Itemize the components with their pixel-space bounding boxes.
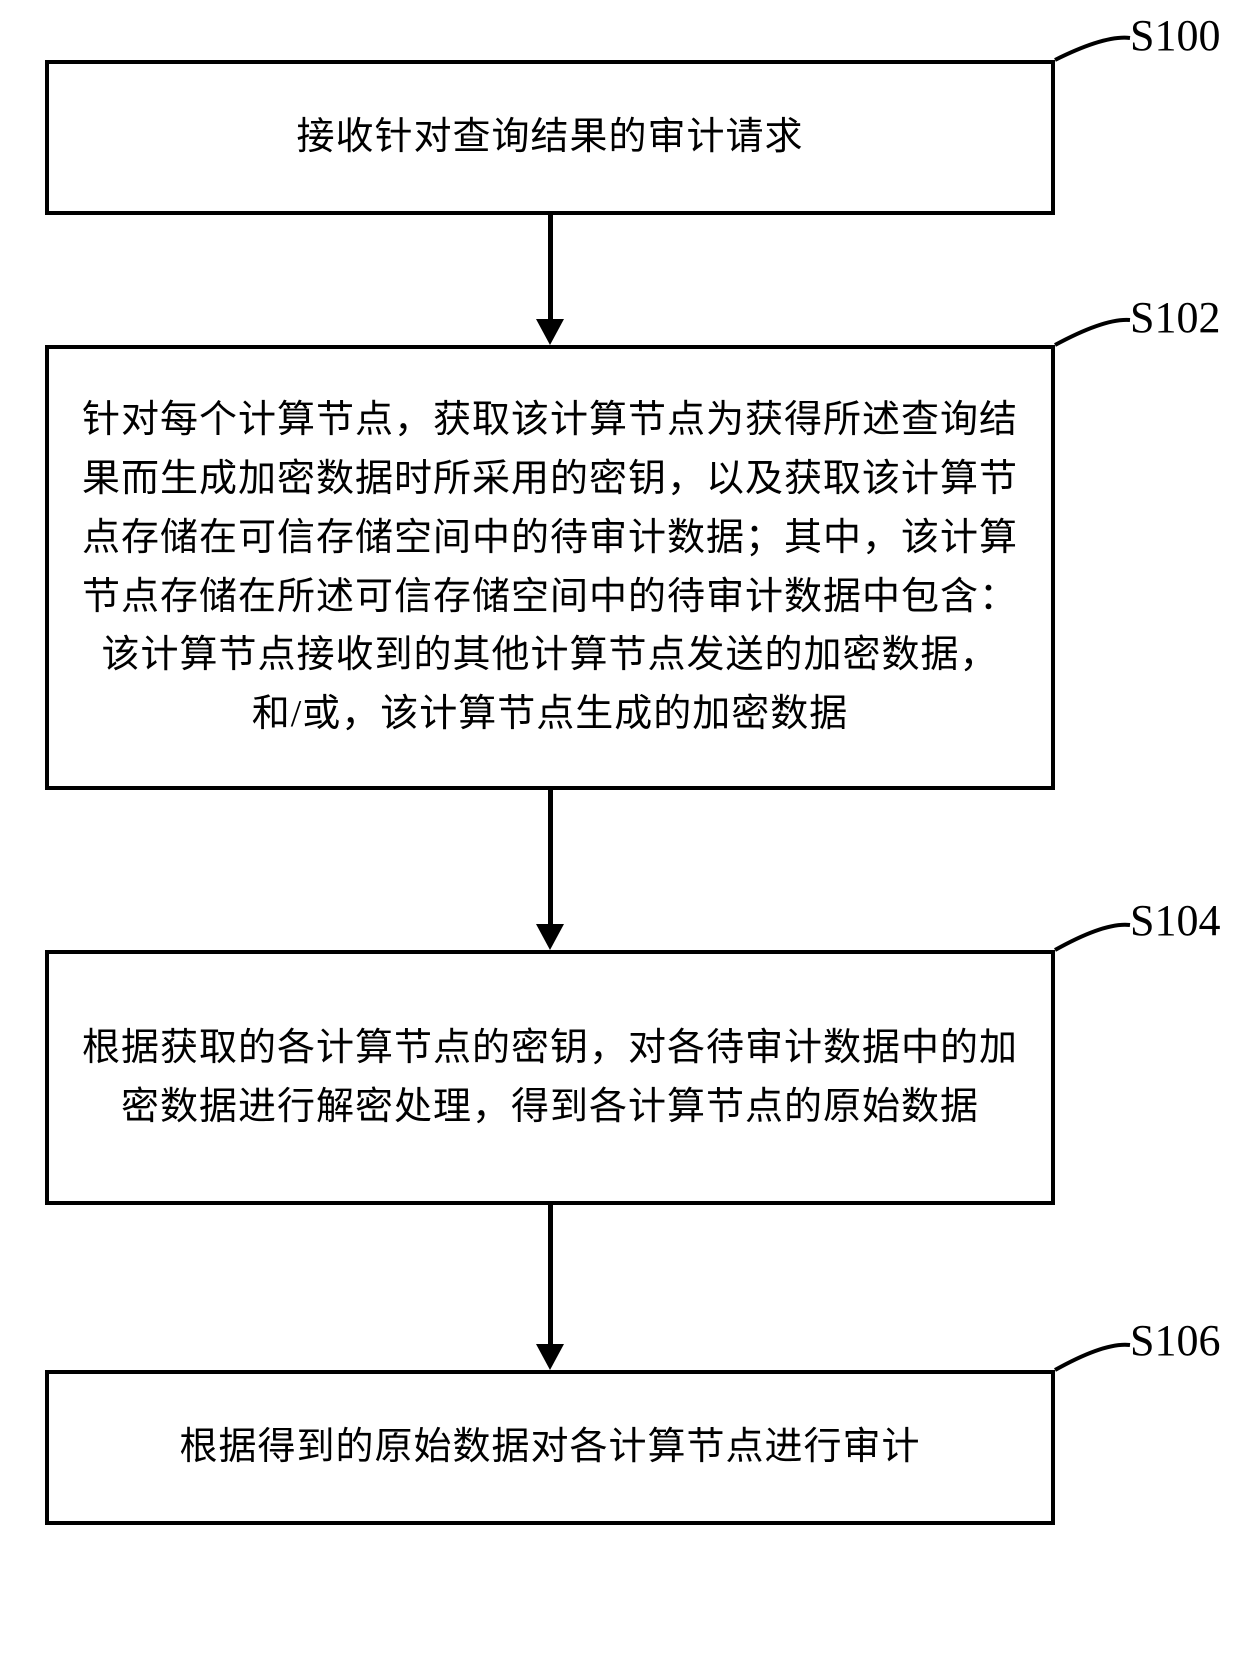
step-box-s100: 接收针对查询结果的审计请求 xyxy=(45,60,1055,215)
step-text-s104: 根据获取的各计算节点的密钥，对各待审计数据中的加密数据进行解密处理，得到各计算节… xyxy=(79,1019,1021,1137)
arrow-line-2 xyxy=(548,790,553,926)
connector-s100 xyxy=(1050,30,1135,65)
connector-s106 xyxy=(1050,1337,1135,1375)
step-box-s104: 根据获取的各计算节点的密钥，对各待审计数据中的加密数据进行解密处理，得到各计算节… xyxy=(45,950,1055,1205)
step-label-s106: S106 xyxy=(1130,1315,1220,1366)
flowchart-container: 接收针对查询结果的审计请求 S100 针对每个计算节点，获取该计算节点为获得所述… xyxy=(0,0,1240,1661)
arrow-head-1 xyxy=(536,319,564,345)
step-box-s106: 根据得到的原始数据对各计算节点进行审计 xyxy=(45,1370,1055,1525)
connector-s102 xyxy=(1050,313,1135,350)
step-text-s102: 针对每个计算节点，获取该计算节点为获得所述查询结果而生成加密数据时所采用的密钥，… xyxy=(79,391,1021,744)
arrow-line-1 xyxy=(548,215,553,321)
step-label-s102: S102 xyxy=(1130,292,1220,343)
step-label-s100: S100 xyxy=(1130,10,1220,61)
step-box-s102: 针对每个计算节点，获取该计算节点为获得所述查询结果而生成加密数据时所采用的密钥，… xyxy=(45,345,1055,790)
step-text-s100: 接收针对查询结果的审计请求 xyxy=(296,108,803,167)
connector-s104 xyxy=(1050,917,1135,955)
arrow-head-3 xyxy=(536,1344,564,1370)
step-text-s106: 根据得到的原始数据对各计算节点进行审计 xyxy=(179,1418,920,1477)
arrow-head-2 xyxy=(536,924,564,950)
arrow-line-3 xyxy=(548,1205,553,1346)
step-label-s104: S104 xyxy=(1130,895,1220,946)
